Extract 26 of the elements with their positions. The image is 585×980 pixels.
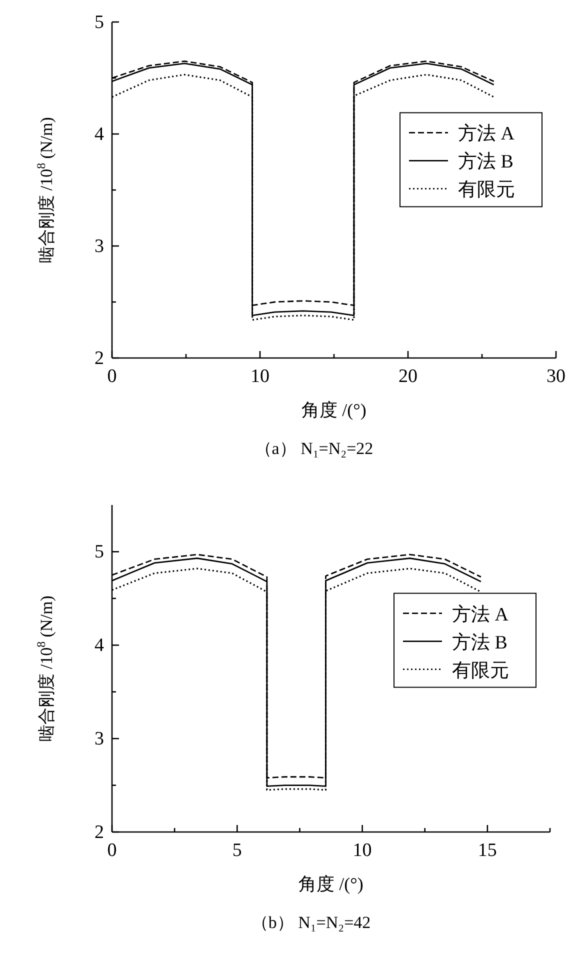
legend-label: 方法 B bbox=[458, 150, 514, 173]
legend-label: 方法 A bbox=[452, 603, 509, 626]
x-tick-label: 30 bbox=[546, 366, 566, 387]
x-tick-label: 0 bbox=[107, 366, 117, 387]
y-tick-label: 2 bbox=[94, 348, 104, 369]
x-tick-label: 0 bbox=[107, 840, 117, 861]
y-tick-label: 2 bbox=[94, 822, 104, 843]
text: （a） N₁=N₂=22 bbox=[254, 439, 374, 458]
x-tick-label: 10 bbox=[352, 840, 372, 861]
legend-label: 方法 B bbox=[452, 631, 508, 654]
x-tick-label: 5 bbox=[232, 840, 242, 861]
text: （b） N₁=N₂=42 bbox=[251, 913, 371, 932]
x-tick-label: 10 bbox=[250, 366, 270, 387]
y-tick-label: 4 bbox=[94, 124, 104, 145]
y-tick-label: 5 bbox=[94, 12, 104, 33]
x-tick-label: 15 bbox=[478, 840, 497, 861]
y-tick-label: 3 bbox=[94, 236, 104, 257]
y-tick-label: 3 bbox=[94, 728, 104, 750]
x-tick-label: 20 bbox=[398, 366, 418, 387]
legend-label: 方法 A bbox=[458, 122, 515, 145]
y-tick-label: 5 bbox=[94, 542, 104, 563]
y-tick-label: 4 bbox=[94, 635, 104, 656]
legend-label: 有限元 bbox=[452, 660, 509, 682]
x-axis-title: 角度 /(°) bbox=[298, 874, 364, 894]
x-axis-title: 角度 /(°) bbox=[302, 400, 366, 420]
legend-label: 有限元 bbox=[458, 180, 515, 201]
